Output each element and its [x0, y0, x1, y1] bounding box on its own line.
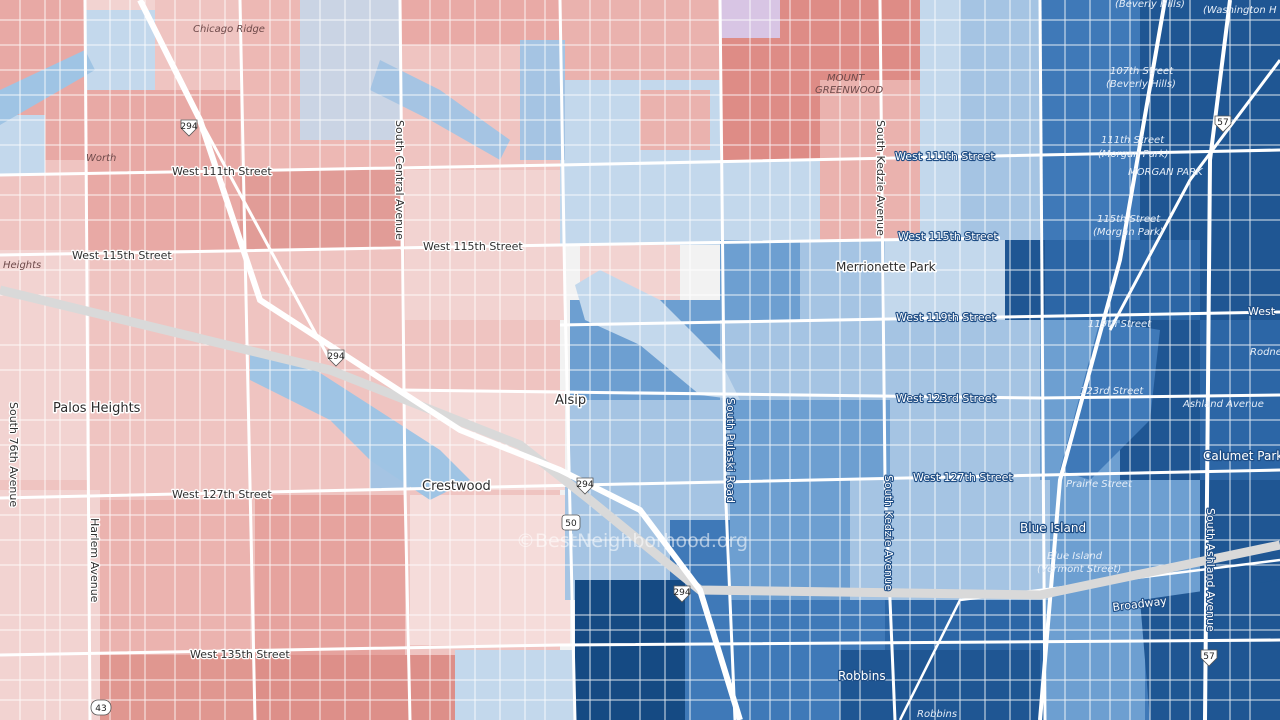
station-label-111: 111th Street — [1101, 135, 1165, 146]
street-label-kedzie-s: South Kedzie Avenue — [882, 475, 895, 591]
street-label-prairie: Prairie Street — [1066, 479, 1133, 490]
place-labels: Alsip Crestwood Palos Heights Blue Islan… — [3, 24, 1280, 684]
city-label-merrionette-park: Merrionette Park — [836, 260, 936, 274]
interstate-294-shield-3: 294 — [576, 477, 594, 495]
station-label-107-sub: (Beverly Hills) — [1106, 79, 1176, 90]
street-label-w115-mid: West 115th Street — [423, 240, 523, 253]
station-label-107: 107th Street — [1110, 66, 1174, 77]
place-label-morgan-park: MORGAN PARK — [1128, 167, 1204, 178]
svg-text:50: 50 — [565, 519, 577, 529]
street-label-w127-left: West 127th Street — [172, 488, 272, 501]
station-label-beverly: (Beverly Hills) — [1115, 0, 1185, 10]
street-label-w135: West 135th Street — [190, 648, 290, 661]
svg-text:57: 57 — [1203, 652, 1214, 662]
city-label-alsip: Alsip — [555, 393, 586, 408]
city-label-palos-heights: Palos Heights — [53, 401, 141, 416]
place-label-mount: MOUNT — [827, 73, 865, 84]
us-50-shield: 50 — [561, 514, 581, 531]
place-label-heights: Heights — [3, 260, 41, 271]
station-label-blue-island-sub: (Vermont Street) — [1037, 564, 1121, 575]
street-label-robbins: Robbins — [917, 709, 957, 720]
city-label-crestwood: Crestwood — [422, 479, 491, 494]
street-label-119: 119th Street — [1088, 319, 1152, 330]
interstate-294-shield-1: 294 — [180, 119, 198, 137]
street-label-w115-left: West 115th Street — [72, 249, 172, 262]
station-label-washington: (Washington H — [1203, 5, 1277, 16]
water-features — [0, 50, 1280, 720]
place-label-greenwood: GREENWOOD — [815, 85, 883, 96]
street-label-west: West — [1248, 305, 1276, 318]
street-label-kedzie-n: South Kedzie Avenue — [874, 120, 887, 236]
station-label-115: 115th Street — [1097, 214, 1161, 225]
interstate-294-shield-2: 294 — [327, 349, 345, 367]
svg-text:294: 294 — [576, 480, 593, 490]
city-label-calumet-park: Calumet Park — [1203, 449, 1280, 463]
watermark: ©BestNeighborhood.org — [516, 530, 748, 552]
interstate-294-shield-4: 294 — [673, 585, 691, 603]
il-43-shield: 43 — [90, 699, 112, 716]
svg-text:57: 57 — [1217, 118, 1228, 128]
street-label-central: South Central Avenue — [393, 120, 406, 240]
street-label-76th: South 76th Avenue — [7, 402, 20, 507]
place-label-worth: Worth — [86, 153, 116, 164]
street-label-w119: West 119th Street — [896, 311, 996, 324]
street-label-w123: West 123rd Street — [896, 392, 996, 405]
interstate-57-shield-1: 57 — [1214, 115, 1232, 133]
street-label-ashland-ave: Ashland Avenue — [1182, 399, 1264, 410]
street-label-harlem: Harlem Avenue — [88, 518, 101, 603]
street-label-w111-left: West 111th Street — [172, 165, 272, 178]
place-label-chicago-ridge: Chicago Ridge — [193, 24, 265, 35]
svg-text:43: 43 — [95, 704, 106, 714]
svg-text:294: 294 — [180, 122, 197, 132]
station-label-115-sub: (Morgan Park) — [1093, 227, 1164, 238]
city-label-blue-island: Blue Island — [1020, 521, 1086, 535]
svg-text:294: 294 — [673, 588, 690, 598]
street-label-123: 123rd Street — [1080, 386, 1144, 397]
street-label-ashland: South Ashland Avenue — [1204, 508, 1217, 632]
street-label-w127-right: West 127th Street — [913, 471, 1013, 484]
street-label-w111-right: West 111th Street — [895, 150, 995, 163]
street-label-w115-right: West 115th Street — [898, 230, 998, 243]
station-label-111-sub: (Morgan Park) — [1098, 149, 1169, 160]
city-label-robbins: Robbins — [838, 669, 886, 683]
station-label-blue-island: Blue Island — [1047, 551, 1103, 562]
interstate-57-shield-2: 57 — [1200, 649, 1218, 667]
street-label-pulaski: South Pulaski Road — [724, 398, 737, 503]
route-shields: 294 294 294 294 57 57 50 43 — [90, 115, 1232, 716]
svg-text:294: 294 — [327, 352, 344, 362]
street-label-rodney: Rodne — [1250, 347, 1280, 358]
